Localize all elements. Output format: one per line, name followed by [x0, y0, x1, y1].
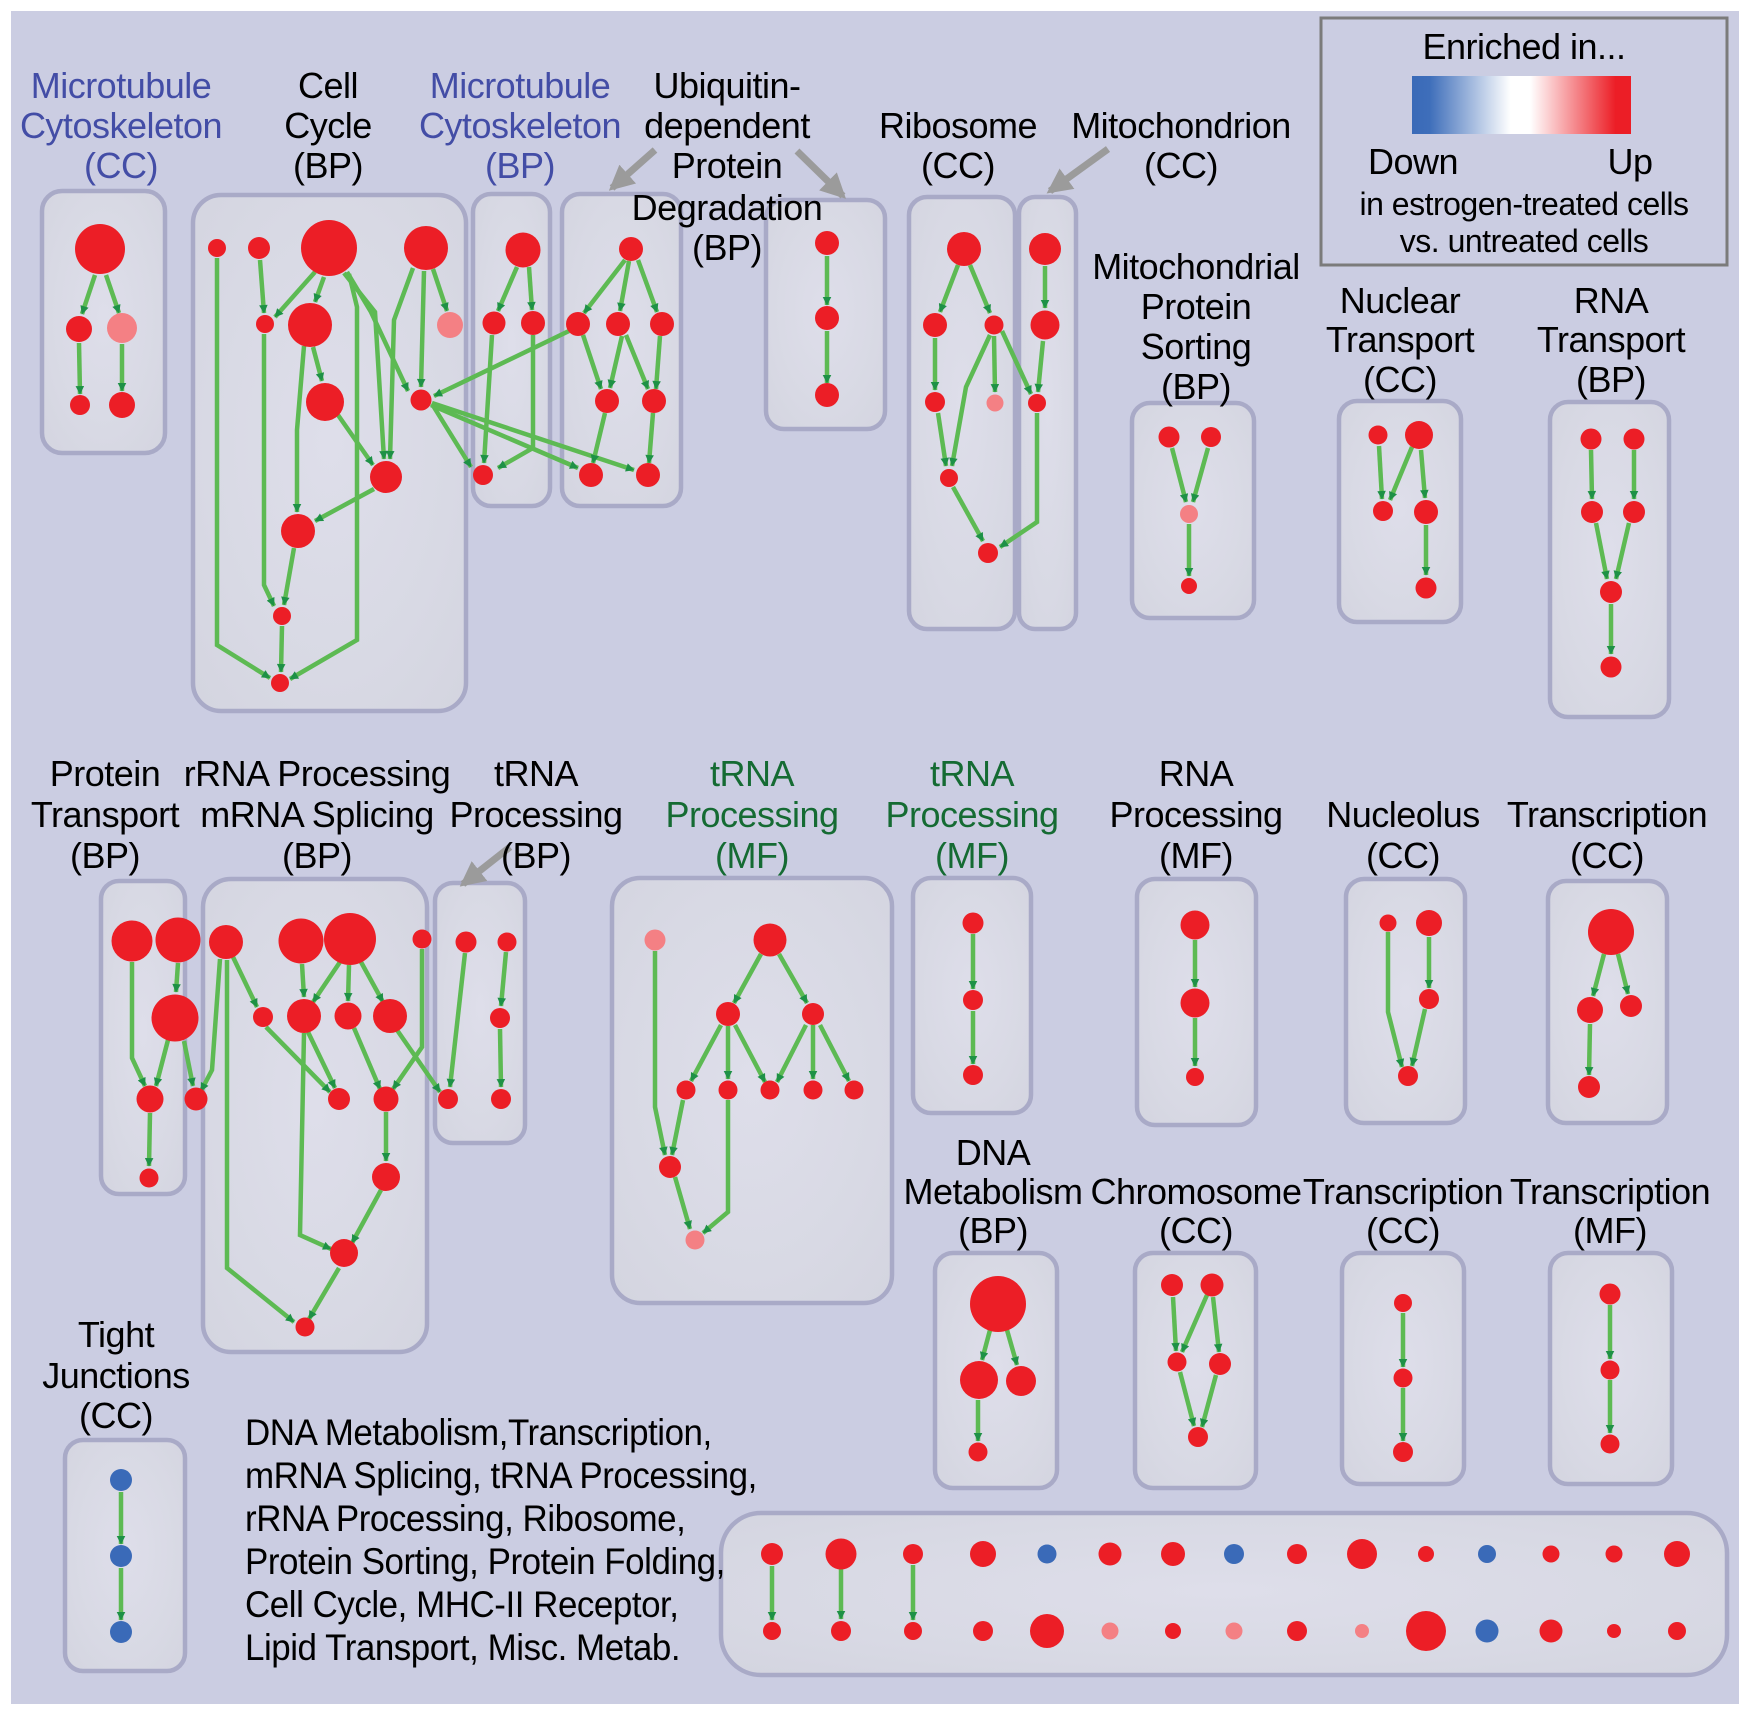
svg-text:Transcription: Transcription — [1510, 1171, 1710, 1212]
svg-text:Sorting: Sorting — [1141, 326, 1252, 367]
svg-text:(CC): (CC) — [1366, 1210, 1440, 1251]
svg-text:Metabolism: Metabolism — [903, 1171, 1082, 1212]
svg-text:(CC): (CC) — [921, 145, 995, 186]
svg-text:Cytoskeleton: Cytoskeleton — [419, 105, 621, 146]
svg-text:Microtubule: Microtubule — [31, 65, 212, 106]
svg-text:(CC): (CC) — [79, 1395, 153, 1436]
svg-text:(MF): (MF) — [715, 835, 789, 876]
svg-text:(BP): (BP) — [70, 835, 140, 876]
svg-text:(BP): (BP) — [485, 145, 555, 186]
svg-text:Ubiquitin-: Ubiquitin- — [653, 65, 800, 106]
svg-text:vs. untreated cells: vs. untreated cells — [1400, 223, 1648, 259]
svg-text:(CC): (CC) — [84, 145, 158, 186]
svg-text:Nuclear: Nuclear — [1340, 280, 1461, 321]
svg-text:Protein: Protein — [1141, 286, 1252, 327]
svg-text:Processing: Processing — [885, 794, 1058, 835]
svg-text:(MF): (MF) — [935, 835, 1009, 876]
svg-text:(BP): (BP) — [1576, 359, 1646, 400]
svg-text:(BP): (BP) — [501, 835, 571, 876]
svg-text:Chromosome: Chromosome — [1090, 1171, 1301, 1212]
svg-text:DNA Metabolism,Transcription,: DNA Metabolism,Transcription, — [245, 1411, 712, 1453]
svg-text:Cytoskeleton: Cytoskeleton — [20, 105, 222, 146]
svg-text:Transport: Transport — [1326, 319, 1475, 360]
svg-text:Transcription: Transcription — [1507, 794, 1707, 835]
svg-text:(BP): (BP) — [958, 1210, 1028, 1251]
svg-text:Nucleolus: Nucleolus — [1326, 794, 1480, 835]
svg-text:tRNA: tRNA — [930, 753, 1014, 794]
svg-text:(MF): (MF) — [1573, 1210, 1647, 1251]
svg-text:(CC): (CC) — [1570, 835, 1644, 876]
svg-text:(CC): (CC) — [1366, 835, 1440, 876]
svg-text:(CC): (CC) — [1159, 1210, 1233, 1251]
svg-text:Cell Cycle, MHC-II Receptor,: Cell Cycle, MHC-II Receptor, — [245, 1583, 679, 1625]
svg-text:Up: Up — [1607, 141, 1652, 182]
svg-text:Ribosome: Ribosome — [879, 105, 1037, 146]
svg-text:(BP): (BP) — [692, 227, 762, 268]
svg-text:(BP): (BP) — [282, 835, 352, 876]
svg-text:tRNA: tRNA — [710, 753, 794, 794]
svg-text:Transport: Transport — [31, 794, 180, 835]
svg-text:Protein Sorting, Protein Foldi: Protein Sorting, Protein Folding, — [245, 1540, 725, 1582]
svg-text:(MF): (MF) — [1159, 835, 1233, 876]
svg-text:Processing: Processing — [1109, 794, 1282, 835]
svg-text:(CC): (CC) — [1363, 359, 1437, 400]
svg-text:dependent: dependent — [644, 105, 810, 146]
svg-text:Processing: Processing — [665, 794, 838, 835]
svg-text:Transport: Transport — [1537, 319, 1686, 360]
svg-text:rRNA Processing: rRNA Processing — [184, 753, 451, 794]
svg-text:Degradation: Degradation — [632, 187, 823, 228]
svg-text:rRNA Processing, Ribosome,: rRNA Processing, Ribosome, — [245, 1497, 685, 1539]
svg-text:RNA: RNA — [1159, 753, 1234, 794]
svg-text:Protein: Protein — [50, 753, 161, 794]
svg-text:Cell: Cell — [298, 65, 358, 106]
svg-text:mRNA Splicing: mRNA Splicing — [200, 794, 434, 835]
svg-text:Tight: Tight — [78, 1314, 155, 1355]
svg-text:Cycle: Cycle — [284, 105, 372, 146]
svg-text:Junctions: Junctions — [42, 1355, 190, 1396]
svg-text:in estrogen-treated cells: in estrogen-treated cells — [1359, 186, 1688, 222]
svg-text:Down: Down — [1368, 141, 1458, 182]
svg-text:RNA: RNA — [1574, 280, 1649, 321]
svg-text:(CC): (CC) — [1144, 145, 1218, 186]
svg-text:(BP): (BP) — [293, 145, 363, 186]
svg-text:Processing: Processing — [449, 794, 622, 835]
svg-text:Lipid Transport, Misc. Metab.: Lipid Transport, Misc. Metab. — [245, 1626, 680, 1668]
svg-text:Mitochondrial: Mitochondrial — [1092, 246, 1300, 287]
svg-text:DNA: DNA — [956, 1132, 1031, 1173]
svg-text:mRNA Splicing, tRNA Processing: mRNA Splicing, tRNA Processing, — [245, 1454, 757, 1496]
svg-text:(BP): (BP) — [1161, 366, 1231, 407]
svg-text:tRNA: tRNA — [494, 753, 578, 794]
svg-text:Enriched in...: Enriched in... — [1422, 26, 1625, 67]
svg-text:Protein: Protein — [672, 145, 783, 186]
svg-text:Transcription: Transcription — [1303, 1171, 1503, 1212]
svg-text:Microtubule: Microtubule — [430, 65, 611, 106]
svg-text:Mitochondrion: Mitochondrion — [1071, 105, 1291, 146]
